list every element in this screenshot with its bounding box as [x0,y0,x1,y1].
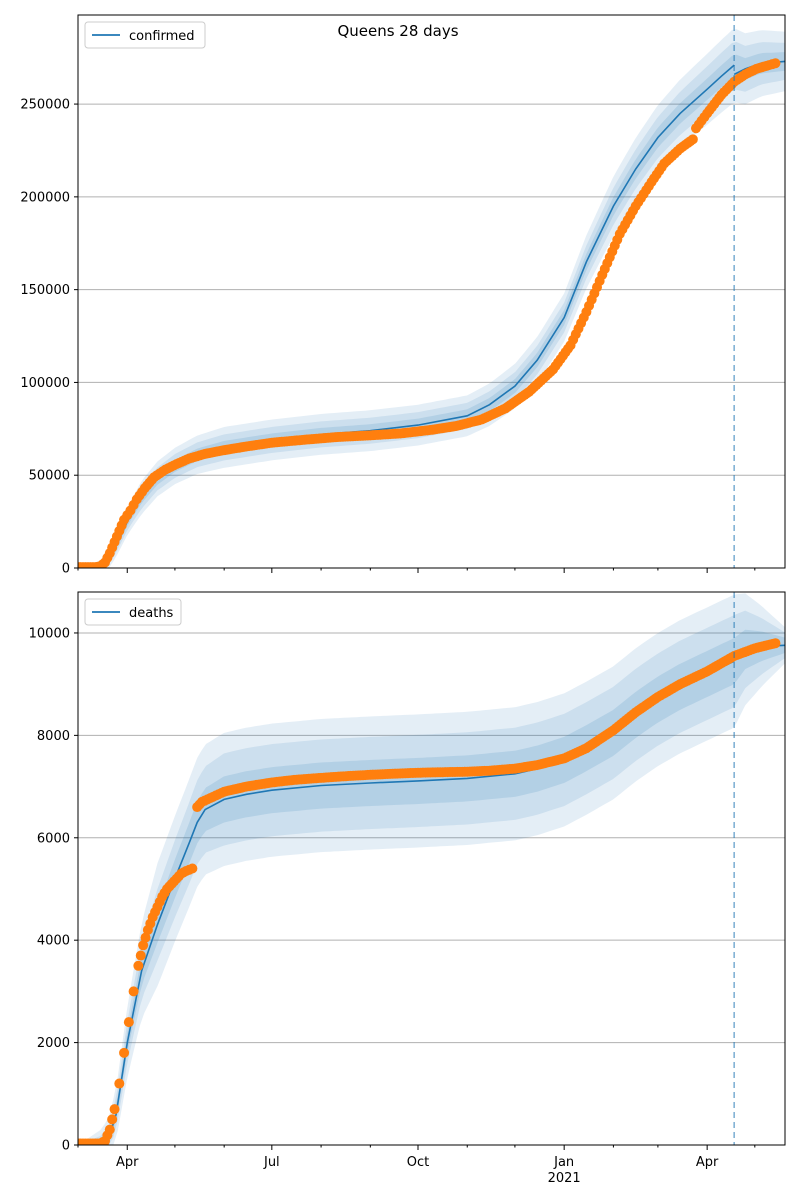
x-tick-label: Oct [407,1155,429,1170]
observed-point [119,1047,130,1058]
x-tick-label: Jul [263,1155,280,1170]
y-tick-label: 0 [62,1139,70,1154]
y-tick-label: 8000 [37,729,70,744]
observed-point [140,932,151,943]
confidence-band-inner [78,629,785,1145]
confidence-band-outer [78,29,785,568]
observed-points [78,638,781,1145]
observed-point [770,58,781,69]
x-tick-label: Jan [553,1155,574,1170]
legend-box [84,21,206,49]
y-tick-label: 0 [62,562,70,577]
y-tick-label: 50000 [29,469,70,484]
x-tick-year-label: 2021 [548,1171,581,1186]
observed-point [687,134,698,145]
legend-box [84,598,182,626]
confidence-band-inner [78,52,785,568]
observed-points [78,58,781,568]
observed-point [107,1114,118,1125]
plot-area [78,593,785,1145]
legend: deaths [84,598,182,626]
y-tick-label: 150000 [20,283,70,298]
observed-point [128,986,139,997]
observed-point [104,1124,115,1135]
observed-point [109,1104,120,1115]
observed-point [114,1078,125,1089]
y-tick-label: 100000 [20,376,70,391]
observed-point [135,950,146,961]
legend: confirmed [84,21,206,49]
x-tick-label: Apr [696,1155,719,1170]
y-tick-label: 4000 [37,934,70,949]
y-tick-label: 6000 [37,831,70,846]
x-tick-label: Apr [116,1155,139,1170]
y-tick-label: 250000 [20,98,70,113]
legend-label: confirmed [129,29,195,44]
axes-frame [77,14,786,569]
confidence-band-middle [78,610,785,1145]
legend-label: deaths [129,606,174,621]
chart-panel-1: 0 50000 100000 150000 200000 250000 Queens 28 … [20,14,786,577]
axes-frame [77,591,786,1146]
observed-point [187,863,198,874]
observed-point [770,638,781,649]
observed-point [138,940,149,951]
observed-point [133,960,144,971]
chart-title: Queens 28 days [337,22,458,40]
y-tick-label: 10000 [29,626,70,641]
y-tick-label: 200000 [20,190,70,205]
observed-point [123,1017,134,1028]
y-tick-label: 2000 [37,1036,70,1051]
confidence-band-middle [78,42,785,568]
plot-area [78,29,785,568]
